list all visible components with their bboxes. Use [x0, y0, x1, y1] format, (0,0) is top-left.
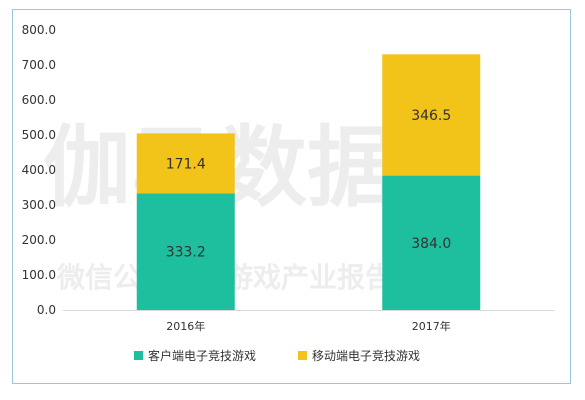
data-labels: 333.2 171.4 384.0 346.5 [166, 108, 452, 261]
legend-entry: 移动端电子竞技游戏 [312, 349, 420, 363]
x-tick-label: 2017年 [412, 319, 451, 333]
legend: 客户端电子竞技游戏 移动端电子竞技游戏 [134, 348, 420, 363]
legend-entry: 客户端电子竞技游戏 [148, 348, 256, 363]
x-tick-label: 2016年 [166, 319, 205, 333]
y-axis-ticks: 0.0 100.0 200.0 300.0 400.0 500.0 600.0 700.0 80… [22, 23, 56, 317]
x-axis-ticks: 2016年 2017年 [166, 319, 451, 333]
data-label: 171.4 [166, 156, 206, 172]
y-tick-label: 600.0 [22, 93, 56, 107]
stacked-bar-chart: 伽马数据 微信公众号：游戏产业报告 0.0100.0200.0300.0400.… [22, 23, 554, 363]
y-tick-label: 700.0 [22, 58, 56, 72]
bars [136, 54, 481, 310]
y-tick-label: 100.0 [22, 268, 56, 282]
bar-segment [136, 133, 235, 194]
y-tick-label: 500.0 [22, 128, 56, 142]
bar-segment [382, 54, 481, 176]
y-tick-label: 400.0 [22, 163, 56, 177]
bar-segment [136, 193, 235, 310]
data-label: 333.2 [166, 245, 206, 261]
y-tick-label: 0.0 [37, 303, 56, 317]
bar-segment [382, 175, 481, 310]
legend-swatch [134, 351, 143, 360]
legend-swatch [298, 351, 307, 360]
y-tick-label: 800.0 [22, 23, 56, 37]
y-tick-label: 200.0 [22, 233, 56, 247]
data-label: 384.0 [411, 236, 451, 252]
y-tick-label: 300.0 [22, 198, 56, 212]
data-label: 346.5 [411, 108, 451, 124]
chart-frame: 伽马数据 微信公众号：游戏产业报告 0.0100.0200.0300.0400.… [12, 9, 571, 384]
